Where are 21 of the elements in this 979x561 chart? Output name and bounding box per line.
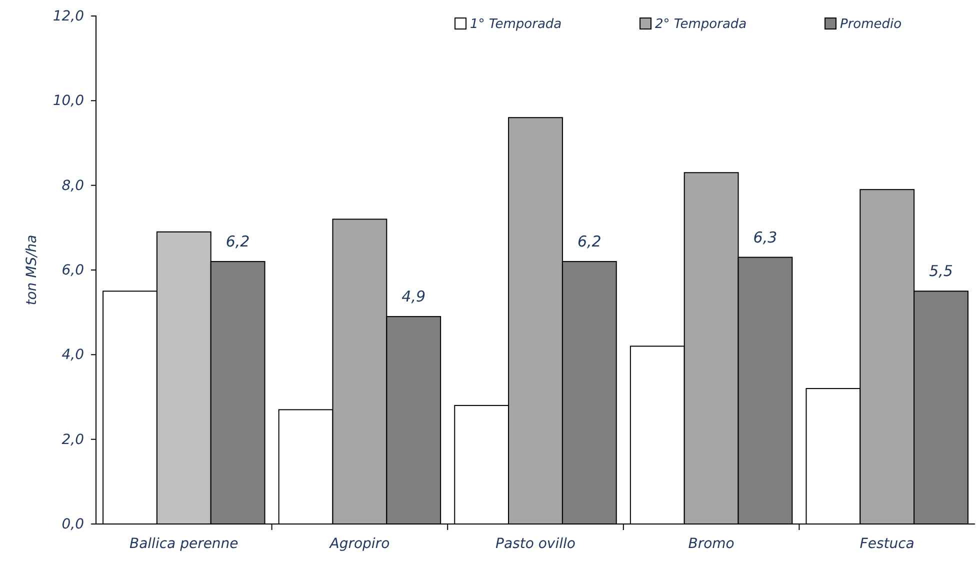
x-tick-label: Agropiro bbox=[328, 536, 390, 552]
x-tick-label: Ballica perenne bbox=[129, 536, 238, 552]
legend-label: 2° Temporada bbox=[655, 17, 747, 32]
y-axis-title: ton MS/ha bbox=[24, 234, 40, 306]
legend-label: 1° Temporada bbox=[470, 17, 562, 32]
x-tick-label: Pasto ovillo bbox=[496, 536, 576, 552]
data-label: 6,2 bbox=[577, 232, 602, 251]
y-tick-label: 8,0 bbox=[62, 178, 84, 194]
data-label: 4,9 bbox=[402, 288, 426, 306]
y-tick-label: 4,0 bbox=[62, 347, 84, 364]
y-tick-label: 10,0 bbox=[52, 93, 84, 110]
x-tick-label: Bromo bbox=[688, 536, 734, 552]
data-label: 6,2 bbox=[226, 232, 250, 251]
y-tick-label: 2,0 bbox=[62, 432, 84, 448]
x-tick-label: Festuca bbox=[860, 536, 914, 552]
legend-label: Promedio bbox=[840, 17, 902, 32]
y-tick-label: 12,0 bbox=[52, 8, 84, 24]
y-tick-label: 0,0 bbox=[62, 516, 84, 532]
data-label: 5,5 bbox=[929, 262, 953, 280]
y-tick-label: 6,0 bbox=[62, 262, 84, 278]
data-label: 6,3 bbox=[753, 228, 778, 246]
